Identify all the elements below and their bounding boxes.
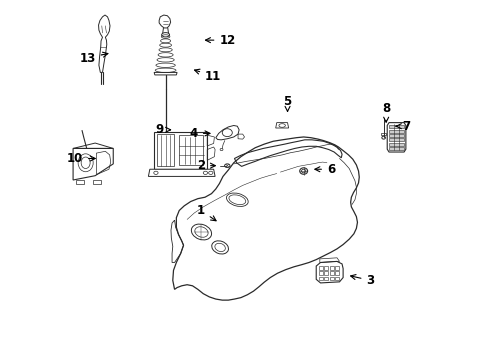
Bar — [178, 135, 203, 165]
Bar — [319, 271, 323, 275]
Text: 4: 4 — [189, 127, 209, 140]
Text: 3: 3 — [350, 274, 374, 287]
Text: 8: 8 — [381, 102, 389, 122]
Bar — [319, 277, 323, 280]
Polygon shape — [73, 148, 113, 180]
Text: 12: 12 — [205, 33, 235, 47]
Text: 7: 7 — [395, 120, 409, 133]
Bar — [329, 266, 333, 270]
Bar — [329, 277, 333, 280]
Bar — [157, 134, 174, 166]
Polygon shape — [93, 180, 101, 184]
Bar — [335, 266, 339, 270]
Text: 13: 13 — [79, 51, 108, 64]
Text: 5: 5 — [283, 95, 291, 111]
Polygon shape — [148, 169, 215, 176]
Bar — [388, 138, 403, 141]
Polygon shape — [386, 123, 405, 152]
Bar — [319, 266, 323, 270]
Text: 9: 9 — [155, 123, 170, 136]
Polygon shape — [316, 261, 343, 283]
Text: 11: 11 — [194, 69, 221, 82]
Text: 2: 2 — [197, 159, 215, 172]
Polygon shape — [172, 137, 359, 300]
Text: 1: 1 — [197, 204, 216, 221]
Bar — [388, 134, 403, 137]
Text: 6: 6 — [314, 163, 335, 176]
Bar — [335, 277, 339, 280]
Bar — [335, 271, 339, 275]
Bar — [388, 130, 403, 133]
Bar — [154, 132, 207, 169]
Text: 10: 10 — [67, 152, 95, 165]
Bar — [324, 277, 328, 280]
Bar — [324, 271, 328, 275]
Polygon shape — [76, 180, 83, 184]
Bar — [388, 126, 403, 129]
Bar — [329, 271, 333, 275]
Bar — [388, 143, 403, 145]
Bar — [324, 266, 328, 270]
Bar — [388, 147, 403, 150]
